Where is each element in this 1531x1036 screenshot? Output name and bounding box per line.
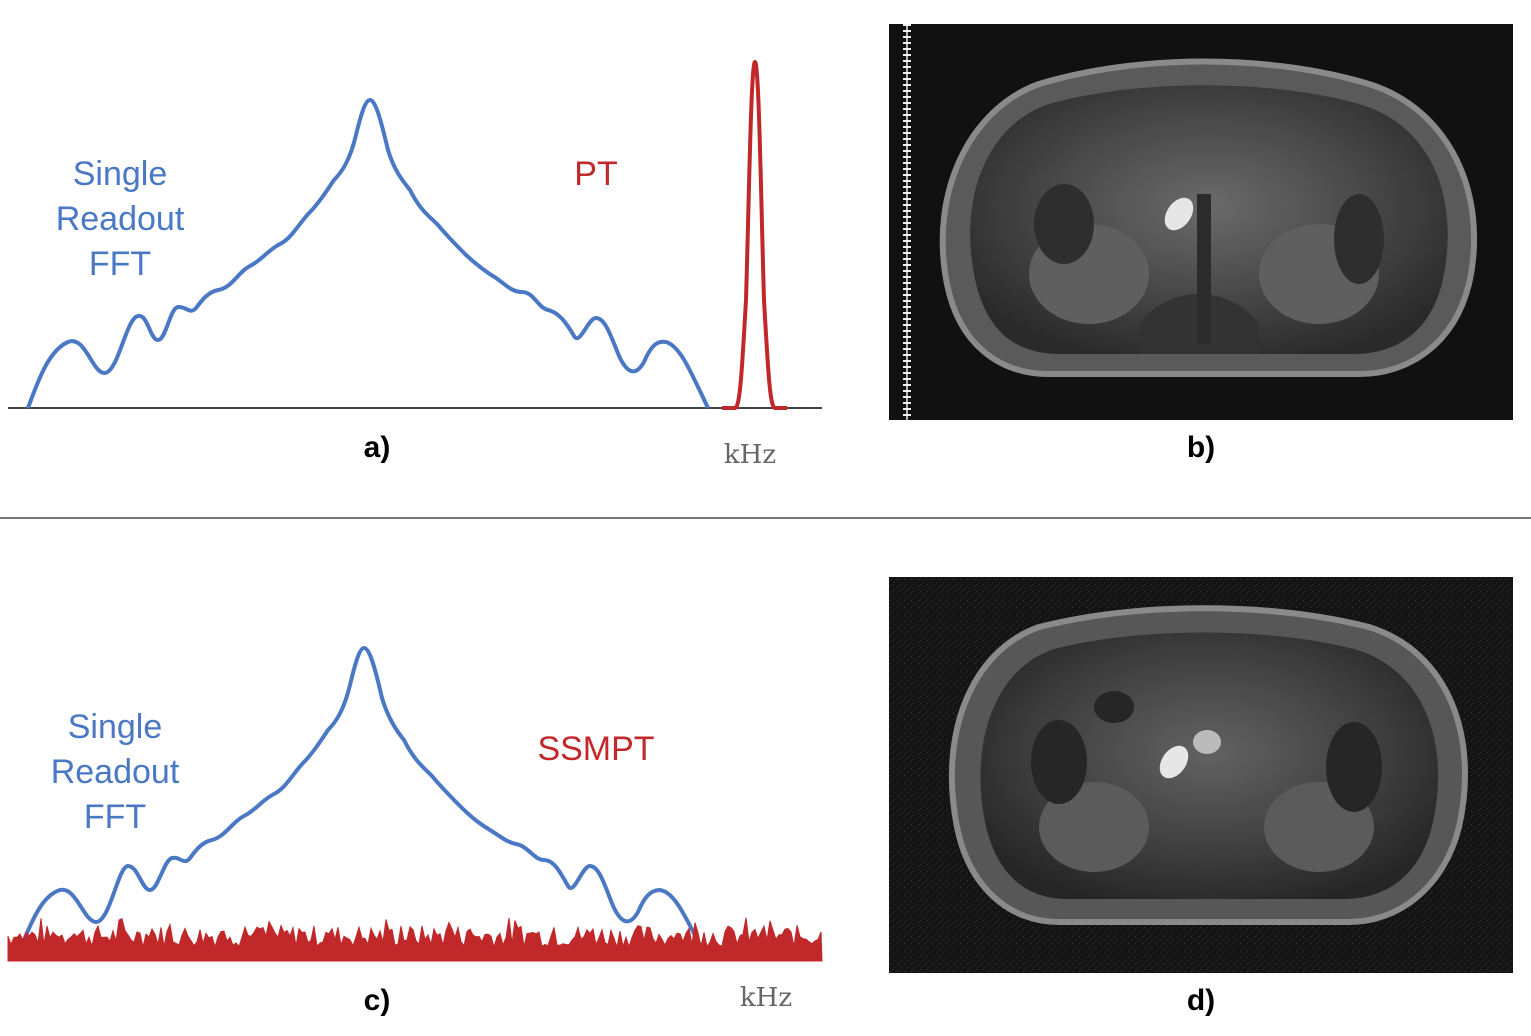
top-fft-label-line2: Readout <box>55 200 185 238</box>
panel-label-b: b) <box>1186 431 1216 464</box>
bottom-fft-label-line2: Readout <box>50 753 180 791</box>
panel-label-d: d) <box>1186 984 1216 1017</box>
top-unit-label: kHz <box>723 440 777 470</box>
bottom-signal-label: SSMPT <box>537 730 655 768</box>
top-fft-label: Single Readout FFT <box>20 152 220 287</box>
top-fft-curve <box>26 97 710 409</box>
panel-label-c: c) <box>363 984 391 1017</box>
panel-label-a: a) <box>363 431 391 464</box>
bottom-fft-label-line3: FFT <box>83 798 147 836</box>
top-fft-label-line3: FFT <box>88 245 152 283</box>
top-fft-label-line1: Single <box>72 155 168 193</box>
bottom-fft-label: Single Readout FFT <box>15 705 215 840</box>
mri-image-ssmpt-drawing <box>889 577 1513 973</box>
pt-peak <box>722 59 787 410</box>
bottom-unit-label: kHz <box>739 983 793 1013</box>
top-signal-label: PT <box>574 155 618 193</box>
mri-image-pt <box>889 24 1513 420</box>
mri-image-pt-drawing <box>903 24 1478 420</box>
bottom-fft-curve <box>20 645 702 946</box>
bottom-fft-label-line1: Single <box>67 708 163 746</box>
mri-image-ssmpt <box>889 577 1513 973</box>
ssmpt-noise <box>7 917 823 962</box>
row-divider <box>0 517 1531 519</box>
